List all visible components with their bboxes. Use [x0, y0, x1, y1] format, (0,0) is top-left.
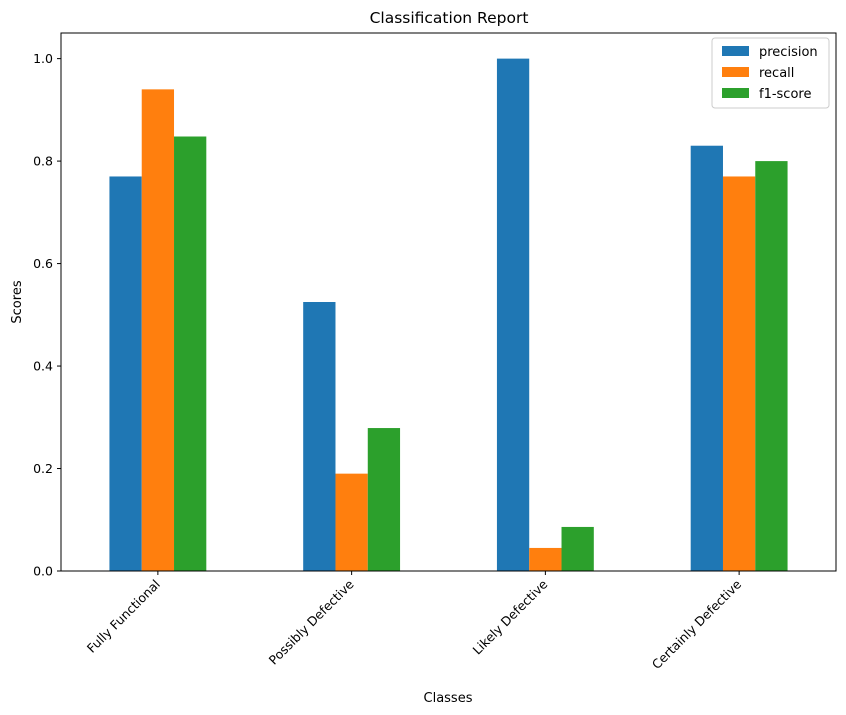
- bar-precision-3: [690, 145, 723, 571]
- legend: precision recall f1-score: [711, 37, 830, 109]
- bar-recall-1: [335, 473, 368, 571]
- legend-swatch-recall: [722, 67, 749, 77]
- bar-precision-2: [496, 58, 530, 572]
- bar-f1-score-3: [755, 161, 788, 571]
- x-axis: Fully Functional Possibly Defective Likely…: [84, 571, 745, 672]
- bar-recall-0: [141, 89, 175, 572]
- x-tick-label: Fully Functional: [84, 577, 163, 656]
- bars-group: [109, 58, 788, 572]
- x-axis-label: Classes: [424, 691, 473, 706]
- chart-title: Classification Report: [370, 9, 529, 27]
- legend-label-f1-score: f1-score: [759, 87, 811, 102]
- legend-label-precision: precision: [759, 45, 818, 60]
- y-tick-label: 0.8: [33, 154, 53, 169]
- y-axis-label: Scores: [10, 280, 25, 323]
- bar-f1-score-0: [174, 136, 207, 571]
- x-tick-label: Certainly Defective: [649, 576, 745, 672]
- y-tick-label: 1.0: [33, 51, 53, 66]
- y-tick-label: 0.4: [33, 359, 53, 374]
- legend-swatch-f1-score: [722, 88, 749, 98]
- y-tick-label: 0.6: [33, 256, 53, 271]
- y-axis: 0.0 0.2 0.4 0.6 0.8 1.0: [33, 51, 61, 579]
- bar-precision-1: [303, 302, 336, 571]
- plot-frame: [60, 32, 837, 572]
- legend-label-recall: recall: [759, 66, 794, 81]
- y-tick-label: 0.0: [33, 564, 53, 579]
- x-tick-label: Possibly Defective: [266, 576, 357, 667]
- x-tick-label: Likely Defective: [470, 576, 551, 657]
- y-tick-label: 0.2: [33, 461, 53, 476]
- bar-recall-2: [529, 547, 562, 571]
- bar-precision-0: [109, 176, 142, 571]
- bar-f1-score-2: [561, 526, 594, 571]
- bar-recall-3: [722, 176, 756, 571]
- legend-swatch-precision: [722, 46, 749, 56]
- bar-f1-score-1: [367, 428, 401, 571]
